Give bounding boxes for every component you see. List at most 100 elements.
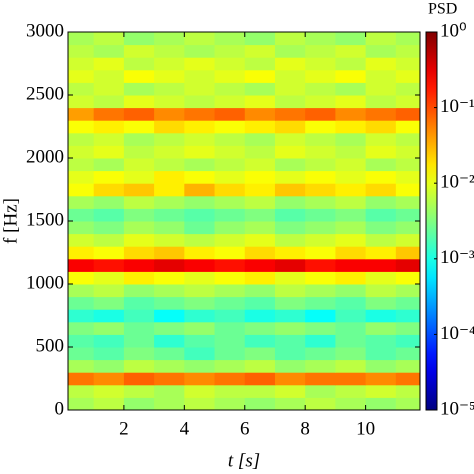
heatmap-cell	[365, 57, 397, 71]
heatmap-cell	[305, 246, 336, 260]
heatmap-cell	[365, 284, 397, 298]
heatmap-cell	[365, 359, 397, 373]
heatmap-cell	[365, 183, 397, 197]
heatmap-cell	[68, 195, 95, 209]
heatmap-cell	[305, 195, 336, 209]
heatmap-cell	[68, 57, 95, 71]
colorbar-tick-label: 10⁻²	[440, 172, 474, 193]
heatmap-cell	[274, 195, 306, 209]
heatmap-cell	[123, 158, 155, 172]
heatmap-cell	[123, 195, 155, 209]
heatmap-cell	[123, 321, 155, 335]
heatmap-cell	[244, 44, 276, 58]
heatmap-cell	[68, 246, 95, 260]
x-tick-label: 8	[300, 418, 310, 439]
heatmap-cell	[93, 69, 125, 83]
heatmap-cell	[244, 183, 276, 197]
heatmap-cell	[395, 334, 420, 348]
heatmap-cell	[123, 309, 155, 323]
heatmap-cell	[335, 82, 367, 96]
heatmap-cell	[123, 296, 155, 310]
heatmap-cell	[305, 44, 336, 58]
heatmap-cell	[214, 347, 246, 361]
heatmap-cell	[214, 271, 246, 285]
heatmap-cell	[335, 384, 367, 398]
heatmap-cell	[274, 384, 306, 398]
y-tick-label: 1500	[26, 209, 64, 230]
heatmap-cell	[305, 359, 336, 373]
heatmap-cell	[365, 258, 397, 272]
heatmap-cell	[274, 132, 306, 146]
heatmap-cell	[365, 44, 397, 58]
heatmap-cell	[68, 82, 95, 96]
heatmap-cell	[244, 195, 276, 209]
heatmap-cell	[244, 95, 276, 109]
heatmap-cell	[184, 334, 216, 348]
heatmap-cell	[335, 347, 367, 361]
heatmap-cell	[154, 246, 185, 260]
heatmap-cell	[335, 233, 367, 247]
heatmap-cell	[214, 397, 246, 410]
heatmap-cell	[395, 170, 420, 184]
heatmap-cell	[395, 309, 420, 323]
heatmap-cell	[214, 158, 246, 172]
heatmap-cell	[395, 233, 420, 247]
heatmap-cell	[123, 107, 155, 121]
heatmap-cell	[244, 170, 276, 184]
heatmap-cell	[335, 284, 367, 298]
heatmap-cell	[365, 69, 397, 83]
heatmap-cell	[184, 384, 216, 398]
heatmap-cell	[274, 208, 306, 222]
heatmap-cell	[154, 233, 185, 247]
heatmap-cell	[68, 183, 95, 197]
heatmap-cell	[365, 221, 397, 235]
heatmap-cell	[68, 284, 95, 298]
heatmap-cell	[365, 195, 397, 209]
x-tick-label: 4	[180, 418, 190, 439]
heatmap-cell	[335, 183, 367, 197]
heatmap-cell	[68, 145, 95, 159]
y-tick-label: 0	[55, 398, 65, 419]
heatmap-cell	[395, 246, 420, 260]
heatmap-cell	[395, 183, 420, 197]
heatmap-cell	[305, 208, 336, 222]
heatmap-cell	[365, 82, 397, 96]
heatmap-cell	[93, 384, 125, 398]
heatmap-cell	[154, 69, 185, 83]
heatmap-cell	[305, 347, 336, 361]
heatmap-cell	[244, 32, 276, 46]
heatmap-cell	[244, 120, 276, 134]
heatmap-cell	[274, 32, 306, 46]
heatmap-cell	[244, 384, 276, 398]
heatmap-cell	[335, 296, 367, 310]
heatmap-cell	[365, 170, 397, 184]
heatmap-cell	[305, 372, 336, 386]
heatmap-cell	[184, 347, 216, 361]
heatmap-cell	[154, 258, 185, 272]
heatmap-cell	[184, 284, 216, 298]
heatmap-cell	[93, 57, 125, 71]
heatmap-cell	[244, 309, 276, 323]
heatmap-cell	[305, 82, 336, 96]
heatmap-cell	[274, 233, 306, 247]
heatmap-cell	[154, 284, 185, 298]
heatmap-cell	[365, 384, 397, 398]
heatmap-cell	[154, 397, 185, 410]
heatmap-cell	[274, 221, 306, 235]
y-tick-label: 1000	[26, 272, 64, 293]
heatmap-cell	[154, 208, 185, 222]
x-tick-label: 10	[356, 418, 375, 439]
heatmap-cell	[395, 258, 420, 272]
heatmap-cell	[395, 271, 420, 285]
heatmap-cell	[335, 397, 367, 410]
heatmap-cell	[274, 107, 306, 121]
heatmap-cell	[214, 334, 246, 348]
heatmap-cell	[93, 258, 125, 272]
heatmap-cell	[274, 334, 306, 348]
y-tick-label: 3000	[26, 20, 64, 41]
heatmap-cell	[305, 284, 336, 298]
heatmap-cell	[93, 321, 125, 335]
heatmap-cell	[184, 271, 216, 285]
heatmap-cell	[335, 95, 367, 109]
heatmap-cell	[335, 334, 367, 348]
